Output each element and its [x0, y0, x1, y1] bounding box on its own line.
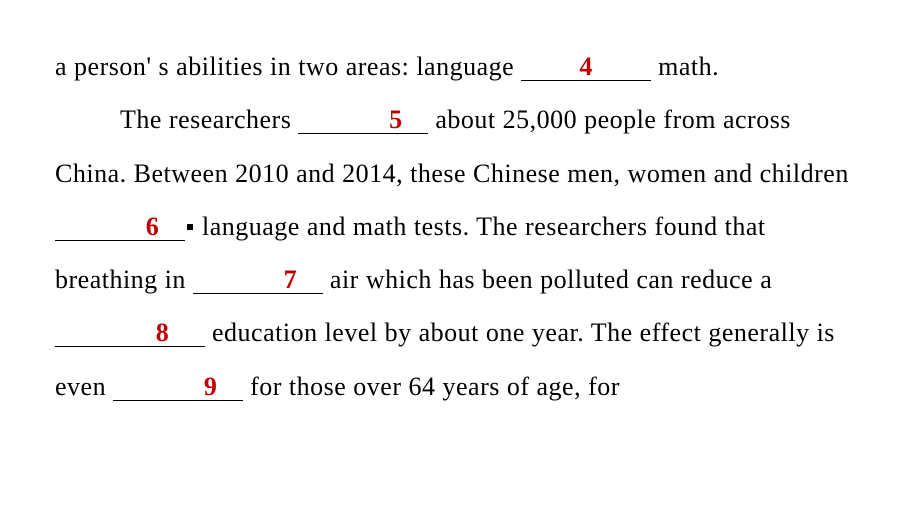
text-fragment: air which has been polluted can reduce a: [323, 265, 772, 294]
passage-body: a person' s abilities in two areas: lang…: [55, 40, 865, 413]
blank-number: 9: [204, 372, 218, 401]
blank-number: 8: [156, 318, 170, 347]
blank-number: 5: [389, 105, 403, 134]
text-fragment: a person' s abilities in two areas: lang…: [55, 52, 521, 81]
blank-number: 6: [146, 212, 160, 241]
blank-5[interactable]: 5: [298, 107, 428, 134]
text-fragment: math.: [651, 52, 719, 81]
text-fragment: The researchers: [120, 105, 298, 134]
marker-dot: [187, 224, 193, 230]
blank-9[interactable]: 9: [113, 374, 243, 401]
paragraph-1: a person' s abilities in two areas: lang…: [55, 40, 865, 93]
paragraph-2: The researchers 5 about 25,000 people fr…: [55, 93, 865, 413]
blank-4[interactable]: 4: [521, 54, 651, 81]
blank-8[interactable]: 8: [55, 320, 205, 347]
blank-6[interactable]: 6: [55, 214, 185, 241]
blank-number: 7: [284, 265, 298, 294]
blank-7[interactable]: 7: [193, 267, 323, 294]
text-fragment: for those over 64 years of age, for: [243, 372, 620, 401]
blank-number: 4: [579, 52, 593, 81]
